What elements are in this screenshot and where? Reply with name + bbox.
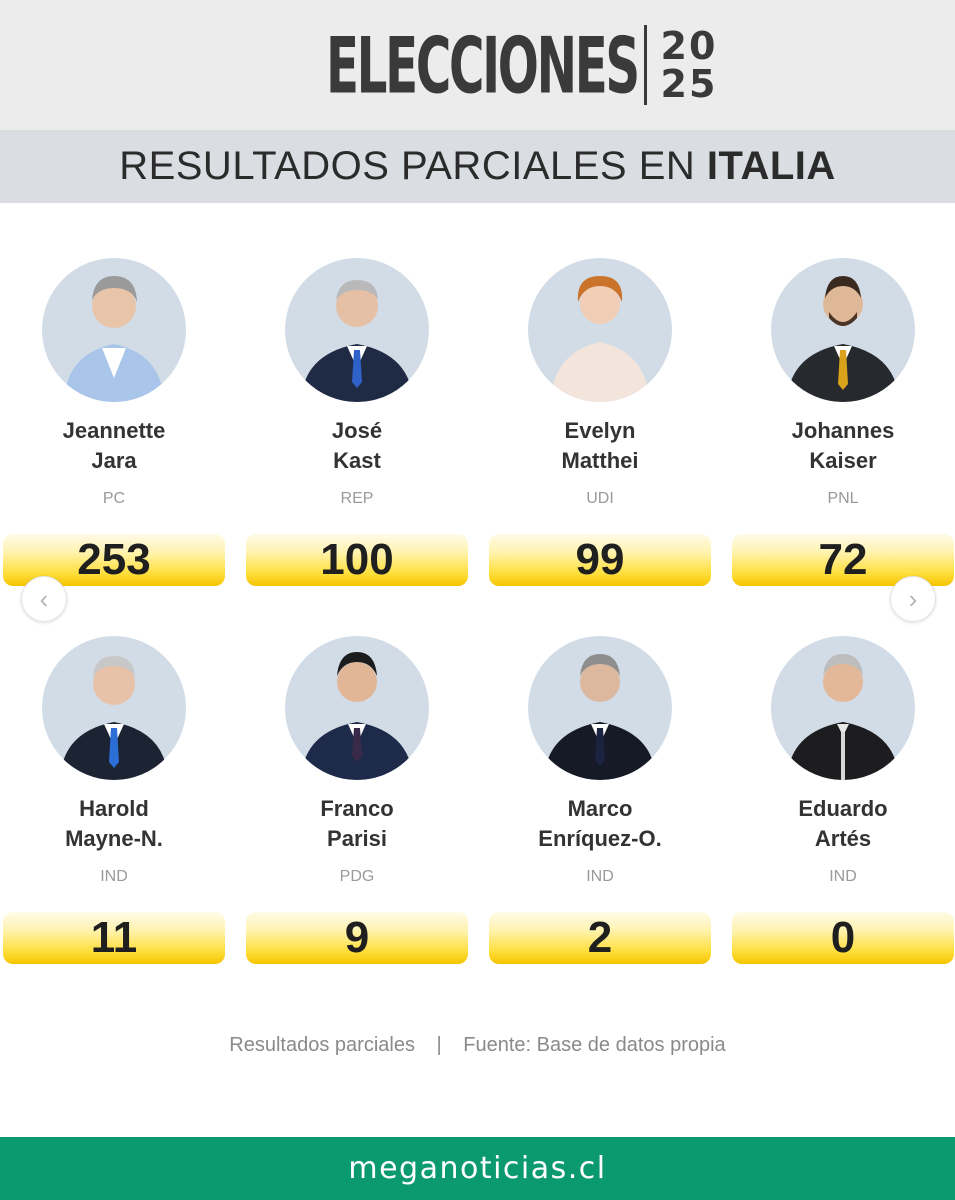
footnote-separator: |	[436, 1034, 442, 1056]
vote-count: 11	[90, 913, 138, 962]
footer-bar: meganoticias.cl	[0, 1137, 955, 1200]
candidate-last-name: Kast	[333, 448, 381, 473]
vote-count: 100	[320, 535, 394, 584]
vote-count: 72	[818, 535, 868, 584]
person-icon	[301, 280, 413, 402]
candidate-first-name: Evelyn	[564, 418, 636, 443]
logo-year: 20 25	[661, 27, 718, 103]
candidate-card-jara: Jeannette Jara PC 253	[3, 258, 225, 586]
candidate-party: IND	[586, 868, 614, 885]
candidate-photo	[771, 636, 915, 780]
vote-count: 0	[830, 913, 856, 962]
candidate-name: Harold Mayne-N.	[3, 794, 225, 854]
candidate-photo	[285, 636, 429, 780]
candidate-first-name: Marco	[567, 796, 633, 821]
candidate-party: PDG	[339, 868, 375, 885]
footnote-source: Fuente: Base de datos propia	[463, 1034, 726, 1056]
vote-count: 99	[575, 535, 625, 584]
carousel-next-button[interactable]: ›	[890, 576, 936, 622]
candidate-first-name: Jeannette	[62, 418, 166, 443]
person-icon	[787, 276, 899, 402]
person-icon	[550, 276, 650, 402]
vote-count-box: 11	[3, 912, 225, 964]
candidate-card-artes: Eduardo Artés IND 0	[732, 636, 954, 964]
candidate-first-name: José	[331, 418, 383, 443]
candidate-card-kaiser: Johannes Kaiser PNL 72	[732, 258, 954, 586]
logo-year-bottom: 25	[660, 62, 718, 106]
candidate-photo	[528, 258, 672, 402]
title-country: ITALIA	[706, 144, 836, 188]
candidate-party: UDI	[586, 490, 614, 507]
source-footnote: Resultados parciales | Fuente: Base de d…	[0, 1034, 955, 1057]
candidate-photo	[42, 636, 186, 780]
candidate-name: Evelyn Matthei	[489, 416, 711, 476]
title-prefix: RESULTADOS PARCIALES EN	[119, 144, 696, 188]
candidate-party: REP	[340, 490, 374, 507]
vote-count-box: 99	[489, 534, 711, 586]
candidate-name: Eduardo Artés	[732, 794, 954, 854]
person-icon	[544, 654, 656, 780]
candidate-first-name: Harold	[79, 796, 149, 821]
footnote-status: Resultados parciales	[229, 1034, 415, 1056]
candidate-first-name: Franco	[320, 796, 394, 821]
candidate-party: PNL	[827, 490, 859, 507]
page-title: RESULTADOS PARCIALES EN ITALIA	[119, 144, 836, 189]
candidate-photo	[285, 258, 429, 402]
candidate-last-name: Enríquez-O.	[538, 826, 662, 851]
candidate-last-name: Parisi	[327, 826, 387, 851]
candidate-first-name: Johannes	[791, 418, 895, 443]
candidate-photo	[42, 258, 186, 402]
candidate-card-parisi: Franco Parisi PDG 9	[246, 636, 468, 964]
brand-logo: meganoticias.cl	[348, 1151, 607, 1186]
elecciones-logo: ELECCIONES 20 25	[0, 19, 955, 111]
candidate-name: José Kast	[246, 416, 468, 476]
header-banner: ELECCIONES 20 25	[0, 0, 955, 130]
candidate-name: Johannes Kaiser	[732, 416, 954, 476]
person-icon	[60, 656, 168, 780]
person-icon	[787, 654, 899, 780]
candidate-last-name: Kaiser	[809, 448, 877, 473]
person-icon	[64, 276, 164, 402]
vote-count-box: 9	[246, 912, 468, 964]
candidate-party: IND	[100, 868, 128, 885]
candidate-name: Jeannette Jara	[3, 416, 225, 476]
logo-divider	[643, 25, 647, 105]
candidate-photo	[528, 636, 672, 780]
candidate-last-name: Artés	[814, 826, 872, 851]
candidate-card-enriquez-ominami: Marco Enríquez-O. IND 2	[489, 636, 711, 964]
candidate-card-matthei: Evelyn Matthei UDI 99	[489, 258, 711, 586]
vote-count: 2	[587, 913, 613, 962]
candidate-card-mayne-nicholls: Harold Mayne-N. IND 11	[3, 636, 225, 964]
candidate-card-kast: José Kast REP 100	[246, 258, 468, 586]
candidate-party: IND	[829, 868, 857, 885]
candidate-name: Marco Enríquez-O.	[489, 794, 711, 854]
candidate-last-name: Matthei	[561, 448, 639, 473]
vote-count-box: 100	[246, 534, 468, 586]
logo-year-top: 20	[660, 24, 718, 68]
vote-count: 9	[344, 913, 370, 962]
vote-count-box: 2	[489, 912, 711, 964]
candidate-name: Franco Parisi	[246, 794, 468, 854]
chevron-left-icon: ‹	[39, 583, 49, 614]
person-icon	[301, 652, 413, 780]
vote-count: 253	[77, 535, 151, 584]
candidate-last-name: Jara	[91, 448, 137, 473]
subtitle-banner: RESULTADOS PARCIALES EN ITALIA	[0, 130, 955, 203]
candidate-first-name: Eduardo	[798, 796, 888, 821]
carousel-prev-button[interactable]: ‹	[21, 576, 67, 622]
candidate-photo	[771, 258, 915, 402]
vote-count-box: 0	[732, 912, 954, 964]
candidate-last-name: Mayne-N.	[65, 826, 163, 851]
candidate-party: PC	[102, 490, 126, 507]
chevron-right-icon: ›	[908, 583, 918, 614]
logo-word: ELECCIONES	[325, 19, 640, 111]
